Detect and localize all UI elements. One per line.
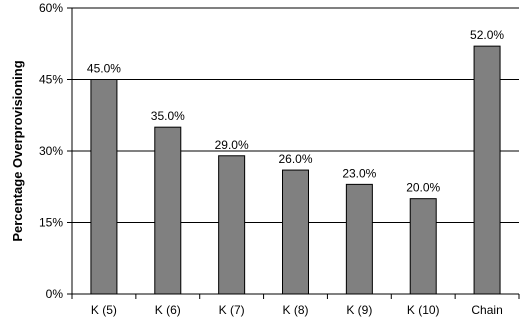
bar [90, 79, 118, 295]
data-label: 52.0% [470, 28, 504, 42]
x-tick-label: K (5) [91, 303, 117, 317]
y-tick-label: 15% [39, 216, 63, 230]
bar [154, 126, 182, 295]
y-tick-label: 45% [39, 73, 63, 87]
y-tick-label: 30% [39, 144, 63, 158]
labels-layer: 0% 15% 30% 45% 60% 45.0% K (5) 35.0% K (6) 29.0% K… [39, 1, 504, 317]
y-tick-label: 60% [39, 1, 63, 15]
x-tick-label: Chain [471, 303, 502, 317]
data-label: 23.0% [342, 166, 376, 180]
y-axis-title: Percentage Overprovisioning [10, 60, 25, 241]
x-tick-label: K (8) [282, 303, 308, 317]
y-tick-label: 0% [46, 287, 64, 301]
axes-layer [67, 7, 520, 299]
bar [473, 45, 501, 295]
x-tick-label: K (6) [155, 303, 181, 317]
bar [345, 183, 373, 295]
data-label: 35.0% [151, 109, 185, 123]
data-label: 45.0% [87, 62, 121, 76]
data-label: 26.0% [278, 152, 312, 166]
data-label: 29.0% [215, 138, 249, 152]
bar [218, 155, 246, 295]
bar [409, 198, 437, 295]
bar [282, 169, 309, 295]
data-label: 20.0% [406, 181, 440, 195]
x-tick-label: K (10) [407, 303, 440, 317]
x-tick-label: K (7) [219, 303, 245, 317]
x-tick-label: K (9) [346, 303, 372, 317]
bars-layer [90, 45, 501, 295]
